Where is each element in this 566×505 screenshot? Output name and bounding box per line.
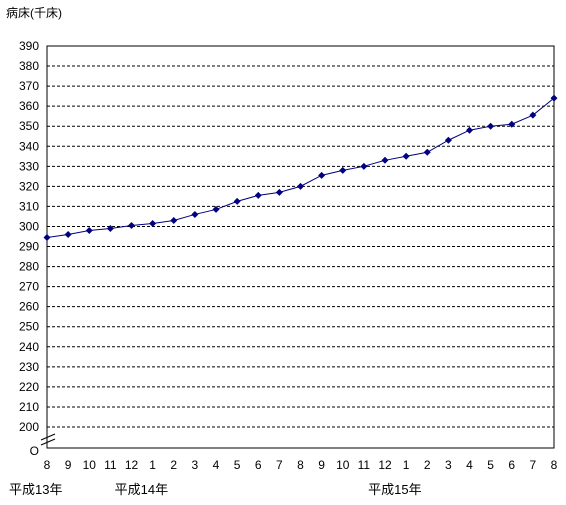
- x-tick-label: 5: [234, 458, 241, 472]
- x-tick-label: 10: [336, 458, 350, 472]
- y-tick-label: 270: [19, 280, 39, 294]
- data-point: [529, 111, 537, 119]
- data-point: [233, 197, 241, 205]
- x-tick-label: 1: [149, 458, 156, 472]
- y-tick-label: 350: [19, 119, 39, 133]
- y-tick-label: 280: [19, 260, 39, 274]
- data-point: [275, 188, 283, 196]
- data-point: [212, 205, 220, 213]
- data-point: [149, 219, 157, 227]
- data-point: [402, 152, 410, 160]
- x-tick-label: 7: [530, 458, 537, 472]
- year-label: 平成13年: [9, 482, 62, 497]
- data-point: [64, 230, 72, 238]
- x-tick-label: 8: [297, 458, 304, 472]
- year-label: 平成15年: [368, 482, 421, 497]
- y-tick-label: 250: [19, 320, 39, 334]
- y-tick-label: 360: [19, 99, 39, 113]
- y-tick-label: 390: [19, 39, 39, 53]
- y-tick-label: 370: [19, 79, 39, 93]
- x-tick-label: 2: [170, 458, 177, 472]
- data-point: [106, 224, 114, 232]
- y-tick-label: 210: [19, 400, 39, 414]
- x-tick-label: 8: [44, 458, 51, 472]
- data-point: [423, 148, 431, 156]
- y-axis-title: 病床(千床): [6, 5, 62, 20]
- data-point: [170, 216, 178, 224]
- y-tick-label: 310: [19, 199, 39, 213]
- x-tick-label: 3: [445, 458, 452, 472]
- data-point: [318, 171, 326, 179]
- year-label: 平成14年: [115, 482, 168, 497]
- y-tick-label: 320: [19, 179, 39, 193]
- x-tick-label: 10: [83, 458, 97, 472]
- y-tick-label-zero: O: [30, 444, 39, 458]
- y-tick-label: 340: [19, 139, 39, 153]
- data-point: [297, 182, 304, 190]
- x-tick-label: 6: [255, 458, 262, 472]
- x-tick-label: 8: [551, 458, 558, 472]
- data-point: [85, 226, 93, 234]
- data-point: [508, 120, 516, 128]
- x-tick-label: 5: [487, 458, 494, 472]
- y-tick-label: 260: [19, 300, 39, 314]
- gridlines: [47, 65, 554, 428]
- data-point: [339, 166, 347, 174]
- y-tick-label: 290: [19, 240, 39, 254]
- x-tick-label: 4: [466, 458, 473, 472]
- x-axis-ticks: 8 9 10 11 12 1 2 3 4 5 6 7 8 9 10 11 12 1 2 3 4 5 6 7 8: [44, 458, 558, 472]
- data-point: [550, 94, 558, 102]
- year-labels: 平成13年 平成14年 平成15年: [9, 482, 422, 497]
- data-point: [191, 210, 199, 218]
- y-tick-label: 230: [19, 360, 39, 374]
- y-tick-label: 300: [19, 219, 39, 233]
- y-tick-label: 220: [19, 380, 39, 394]
- x-tick-label: 7: [276, 458, 283, 472]
- data-point: [360, 162, 368, 170]
- x-tick-label: 11: [358, 458, 371, 472]
- x-tick-label: 9: [65, 458, 72, 472]
- x-tick-label: 1: [403, 458, 410, 472]
- x-tick-label: 12: [378, 458, 392, 472]
- y-tick-label: 380: [19, 59, 39, 73]
- y-tick-label: 200: [19, 420, 39, 434]
- y-tick-label: 240: [19, 340, 39, 354]
- series-beds: [43, 94, 558, 242]
- axis-break-mark: [40, 433, 56, 446]
- x-tick-label: 12: [125, 458, 139, 472]
- data-point: [254, 191, 262, 199]
- data-point: [487, 122, 495, 130]
- x-tick-label: 2: [424, 458, 431, 472]
- y-tick-label: 330: [19, 159, 39, 173]
- x-tick-label: 6: [508, 458, 515, 472]
- y-axis-ticks: 390 380 370 360 350 340 330 320 310 300 290 280 270 2…: [19, 39, 39, 458]
- data-point: [43, 234, 51, 242]
- data-point: [444, 136, 452, 144]
- data-point: [381, 156, 389, 164]
- data-point: [466, 126, 473, 134]
- x-tick-label: 3: [192, 458, 199, 472]
- x-tick-label: 11: [104, 458, 117, 472]
- x-tick-label: 4: [213, 458, 220, 472]
- data-point: [128, 221, 135, 229]
- x-tick-label: 9: [318, 458, 325, 472]
